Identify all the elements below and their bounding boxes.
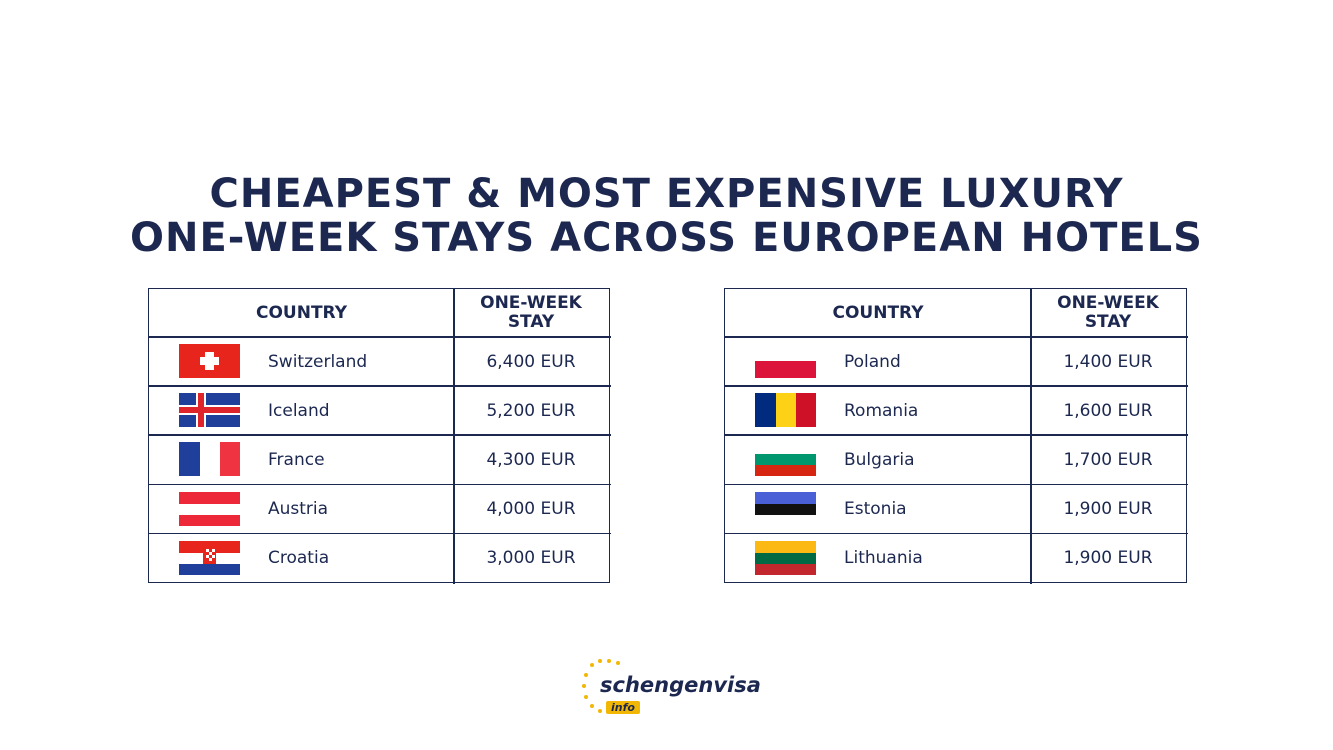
logo-tag: info <box>606 701 640 714</box>
flag-part <box>200 357 219 365</box>
column-divider <box>1030 289 1032 584</box>
flag-part <box>206 548 209 552</box>
logo: schengenvisa info <box>580 655 761 720</box>
header-cell: ONE-WEEK STAY <box>1057 293 1159 332</box>
header-cell: ONE-WEEK STAY <box>480 293 582 332</box>
row-divider <box>149 532 611 535</box>
column-divider <box>453 289 455 584</box>
stay-price: 1,900 EUR <box>1063 499 1153 520</box>
header-cell: COUNTRY <box>255 302 348 323</box>
flag-part <box>755 514 816 526</box>
country-name: Poland <box>844 351 901 372</box>
flag <box>755 540 816 575</box>
flag-part <box>206 554 209 558</box>
title-line: CHEAPEST & MOST EXPENSIVE LUXURY <box>209 171 1124 217</box>
stay-price: 1,900 EUR <box>1063 548 1153 569</box>
logo-name: schengenvisa <box>600 673 761 697</box>
flag <box>179 540 240 575</box>
country-name: Iceland <box>268 400 330 421</box>
stay-price: 1,600 EUR <box>1063 400 1153 421</box>
flag-part <box>755 344 816 361</box>
flag-part <box>179 491 240 504</box>
flag-part <box>755 454 816 466</box>
flag-part <box>755 503 816 515</box>
flag-part <box>179 407 240 414</box>
row-divider <box>149 336 611 338</box>
stars <box>582 659 620 713</box>
country-name: Switzerland <box>268 351 368 372</box>
flag <box>179 491 240 526</box>
title-line: ONE-WEEK STAYS ACROSS EUROPEAN HOTELS <box>130 215 1203 261</box>
header-cell: COUNTRY <box>832 302 924 323</box>
row-divider <box>725 336 1188 338</box>
flag-part <box>179 442 200 477</box>
flag-part <box>755 563 816 575</box>
country-name: France <box>268 449 325 470</box>
flag-part <box>796 393 816 428</box>
table: COUNTRY ONE-WEEK STAY Switzerland 6,400 EUR… <box>148 288 611 584</box>
country-name: Estonia <box>844 499 907 520</box>
row-divider <box>149 483 611 486</box>
row-divider <box>149 434 611 436</box>
flag-part <box>776 393 796 428</box>
flag <box>179 442 240 477</box>
flag-part <box>755 491 816 504</box>
flag-part <box>209 551 212 555</box>
flag <box>179 393 240 428</box>
flag <box>755 344 816 378</box>
flag-part <box>755 361 816 378</box>
row-divider <box>725 483 1188 486</box>
flag <box>755 442 816 477</box>
flag-part <box>212 548 215 552</box>
logo-stars <box>582 659 620 713</box>
flag-part <box>200 442 220 477</box>
flag-part <box>179 503 240 515</box>
flag-part <box>755 540 816 553</box>
flag-part <box>212 554 215 558</box>
flag-part <box>179 563 240 575</box>
flag-part <box>755 465 816 477</box>
flag <box>755 491 816 526</box>
table: COUNTRY ONE-WEEK STAY Poland 1,400 EUR Roman… <box>724 288 1188 584</box>
country-name: Bulgaria <box>844 449 915 470</box>
flag-part <box>755 552 816 564</box>
stay-price: 5,200 EUR <box>486 400 576 421</box>
flag-part <box>220 442 240 477</box>
flag-part <box>209 557 212 561</box>
flag-part <box>179 514 240 526</box>
flag <box>755 393 816 428</box>
row-divider <box>725 532 1188 535</box>
row-divider <box>149 385 611 387</box>
country-name: Lithuania <box>844 548 923 569</box>
stay-price: 4,300 EUR <box>486 449 576 470</box>
country-name: Romania <box>844 400 919 421</box>
flag <box>179 344 240 378</box>
flag-part <box>755 442 816 455</box>
stay-price: 1,700 EUR <box>1063 449 1153 470</box>
row-divider <box>725 385 1188 387</box>
country-name: Croatia <box>268 548 330 569</box>
country-name: Austria <box>268 499 329 520</box>
stay-price: 3,000 EUR <box>486 548 576 569</box>
stay-price: 1,400 EUR <box>1063 351 1153 372</box>
stay-price: 6,400 EUR <box>486 351 576 372</box>
flag-part <box>755 393 776 428</box>
row-divider <box>725 434 1188 436</box>
stay-price: 4,000 EUR <box>486 499 576 520</box>
